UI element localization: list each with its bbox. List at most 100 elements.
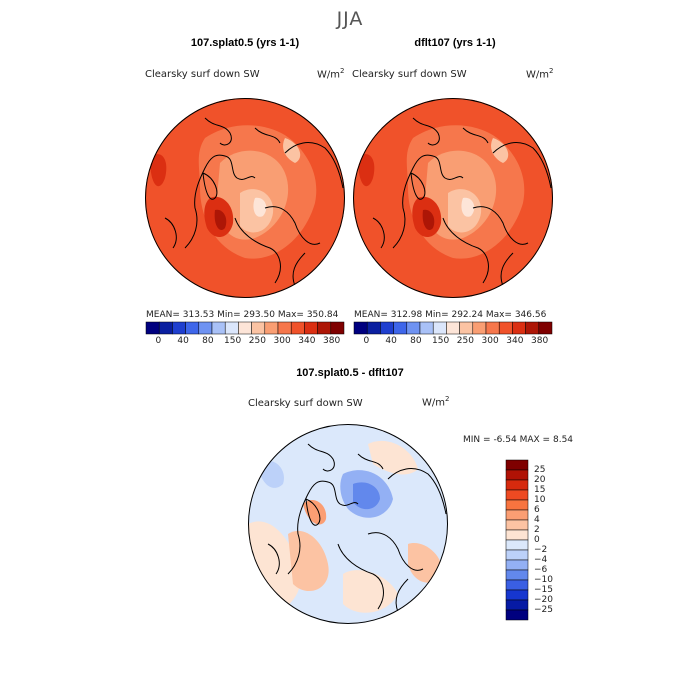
panel-1-units: W/m2 [317,67,344,80]
colorbar-swatch [512,321,526,335]
diff-colorbar-tick-label: 0 [534,535,540,545]
diff-min-label: MIN = [463,435,491,445]
map-contour-greenland-max [422,209,435,230]
diff-colorbar-swatch [505,549,529,561]
coastlines [267,443,447,613]
diff-colorbar-swatch [505,609,529,621]
colorbar-swatch [419,321,434,335]
colorbar-swatch [406,321,421,335]
diff-min-value: -6.54 [493,435,517,445]
abs-colorbar-2-tick-label: 0 [363,336,370,346]
abs-colorbar-2-tick-label: 340 [506,336,524,346]
colorbar-swatch [211,321,226,335]
abs-colorbar-2 [353,321,553,335]
diff-colorbar-swatch [505,579,529,591]
colorbar-swatch [538,321,553,335]
diff-units-exp: 2 [445,395,450,403]
panel-2-units-exp: 2 [549,67,554,75]
map-contour-edge [358,154,375,187]
diff-colorbar-tick-label: 2 [534,525,540,535]
panel-2-stats: MEAN= 312.98 Min= 292.24 Max= 346.56 [354,310,547,320]
colorbar-swatch [330,321,345,335]
diff-colorbar-swatch [505,539,529,551]
panel-2-units-base: W/m [526,69,549,81]
abs-colorbar-1-tick-label: 80 [202,336,214,346]
panel-1-units-exp: 2 [340,67,345,75]
map-border [145,98,345,298]
season-title: JJA [336,8,364,30]
colorbar-swatch [304,321,318,335]
abs-colorbar-2-ticks: 0 40 80 150 250 300 340 380 [354,336,552,348]
panel-1-variable: Clearsky surf down SW [145,69,260,80]
polar-map-model [145,98,345,298]
abs-colorbar-1-tick-label: 380 [323,336,341,346]
panel-2-units: W/m2 [526,67,553,80]
colorbar-swatch [185,321,200,335]
coastlines [372,117,552,287]
diff-colorbar-tick-label: 15 [534,485,546,495]
map-contour-min [461,197,475,217]
colorbar-swatch [366,321,381,335]
diff-positive-region [343,570,398,613]
diff-colorbar-swatch [505,589,529,601]
polar-map-difference [248,424,448,624]
diff-colorbar-tick-label: −15 [534,585,553,595]
colorbar-swatch [145,321,160,335]
diff-colorbar-swatch [505,569,529,581]
colorbar-swatch [158,321,173,335]
colorbar-swatch [353,321,368,335]
map-contour-edge [150,154,167,187]
diff-colorbar-swatch [505,499,529,511]
diff-positive-region [288,530,329,592]
diff-colorbar-swatch [505,469,529,481]
colorbar-swatch [459,321,474,335]
panel-2-title: dflt107 (yrs 1-1) [414,37,496,49]
panel-1-stats: MEAN= 313.53 Min= 293.50 Max= 350.84 [146,310,339,320]
coastlines [164,117,344,287]
abs-colorbar-2-tick-label: 380 [531,336,549,346]
map-contour-patch [491,138,509,163]
abs-colorbar-2-tick-label: 300 [481,336,499,346]
abs-colorbar-1-tick-label: 0 [155,336,162,346]
diff-units-base: W/m [422,397,445,409]
colorbar-swatch [380,321,394,335]
diff-panel-title: 107.splat0.5 - dflt107 [296,367,404,379]
diff-colorbar-tick-label: −2 [534,545,548,555]
abs-colorbar-2-tick-label: 250 [456,336,474,346]
abs-colorbar-1-ticks: 0 40 80 150 250 300 340 380 [146,336,344,348]
colorbar-swatch [290,321,305,335]
abs-colorbar-2-tick-label: 150 [432,336,450,346]
map-contour-min [253,197,267,217]
panel-2-variable: Clearsky surf down SW [352,69,467,80]
abs-colorbar-2-tick-label: 80 [410,336,422,346]
diff-max-value: 8.54 [552,435,574,445]
colorbar-swatch [432,321,447,335]
abs-colorbar-2-tick-label: 40 [385,336,397,346]
diff-colorbar-tick-label: −10 [534,575,553,585]
diff-colorbar-swatch [505,529,529,541]
diff-colorbar-swatch [505,459,529,471]
colorbar-swatch [525,321,540,335]
diff-colorbar-swatch [505,479,529,491]
polar-map-control [353,98,553,298]
diff-colorbar-tick-label: 25 [534,465,546,475]
panel-1-title: 107.splat0.5 (yrs 1-1) [190,37,300,49]
diff-colorbar-tick-label: 10 [534,495,546,505]
diff-colorbar [505,459,529,621]
diff-colorbar-tick-label: −4 [534,555,548,565]
map-border [248,424,448,624]
diff-colorbar-tick-label: 20 [534,475,546,485]
diff-colorbar-tick-label: 6 [534,505,540,515]
abs-colorbar-1-tick-label: 150 [224,336,242,346]
abs-colorbar-1-tick-label: 300 [273,336,291,346]
colorbar-swatch [317,321,332,335]
map-border [353,98,553,298]
diff-colorbar-swatch [505,489,529,501]
colorbar-swatch [238,321,252,335]
diff-panel-variable: Clearsky surf down SW [248,398,363,409]
diff-max-label: MAX = [519,435,551,445]
diff-colorbar-swatch [505,519,529,531]
colorbar-swatch [172,321,186,335]
map-contour-greenland-max [214,209,227,230]
colorbar-swatch [198,321,213,335]
